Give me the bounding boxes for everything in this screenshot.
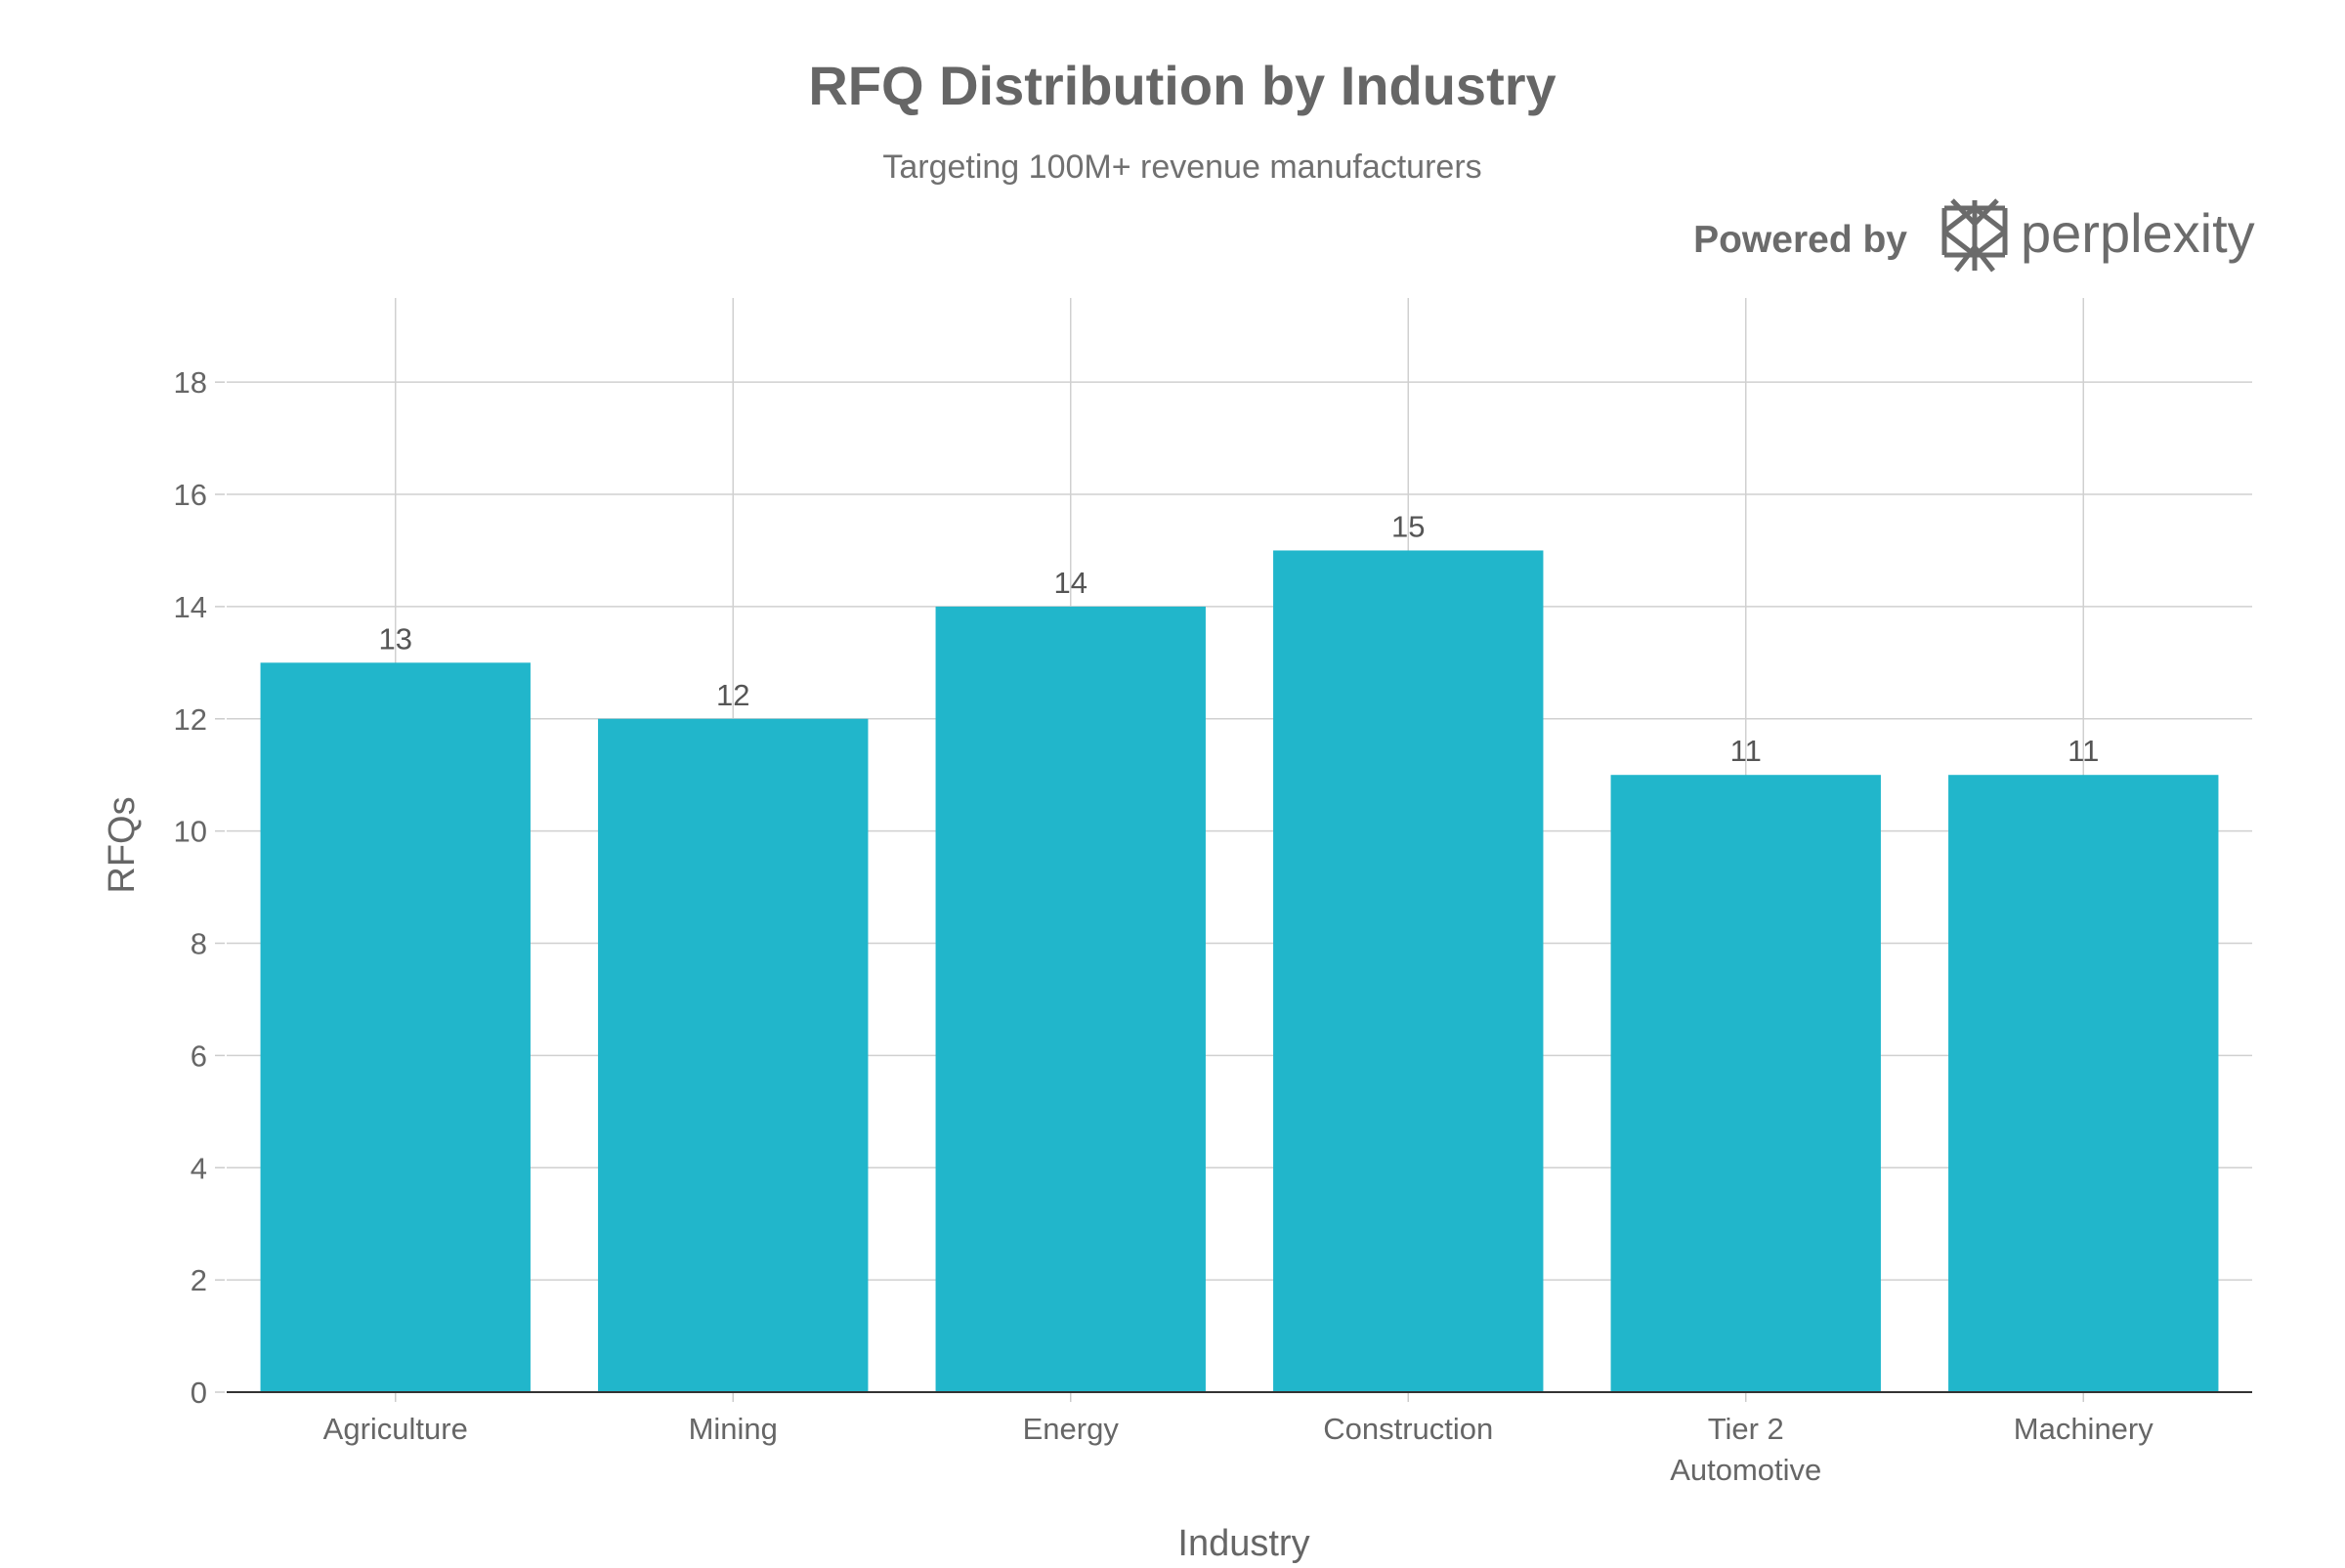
x-tick-label: Mining [689,1412,778,1446]
x-tick-label: Machinery [2014,1412,2153,1446]
perplexity-wordmark: perplexity [2021,202,2255,264]
bar [1948,775,2219,1392]
bar-value-label: 15 [1391,509,1425,543]
bar-value-label: 12 [716,678,749,712]
x-tick-label: Agriculture [323,1412,468,1446]
chart-subtitle: Targeting 100M+ revenue manufacturers [882,148,1481,186]
perplexity-logo-icon [1941,198,2008,273]
bar [1610,775,1881,1392]
x-tick-label: Tier 2 [1708,1412,1784,1446]
x-tick-label: Energy [1023,1412,1120,1446]
y-tick-label: 0 [191,1376,207,1410]
data-labels: 13 12 14 15 11 11 [379,509,2100,768]
bar [1273,550,1544,1392]
y-axis: 0 2 4 6 8 10 12 14 16 18 [174,365,225,1410]
bar-value-label: 13 [379,621,412,656]
x-axis-title: Industry [1177,1523,1309,1563]
y-tick-label: 12 [174,702,207,737]
bar-value-label: 11 [1730,734,1762,768]
bar [598,718,869,1392]
y-tick-label: 16 [174,478,207,512]
y-tick-label: 10 [174,815,207,849]
bar-value-label: 14 [1054,566,1087,600]
y-tick-label: 14 [174,590,207,624]
bar-value-label: 11 [2068,734,2099,768]
y-axis-title: RFQs [102,796,143,893]
y-tick-label: 2 [191,1263,207,1297]
bars [260,550,2219,1392]
y-tick-label: 6 [191,1038,207,1073]
chart-title: RFQ Distribution by Industry [808,55,1556,116]
x-tick-label: Construction [1323,1412,1493,1446]
y-tick-label: 8 [191,927,207,961]
y-tick-label: 4 [191,1151,207,1185]
x-tick-label: Automotive [1670,1453,1821,1487]
powered-by-text: Powered by [1693,219,1907,261]
y-tick-label: 18 [174,365,207,400]
bar [935,606,1206,1392]
x-axis: Agriculture Mining Energy Construction Tier … [227,1391,2252,1487]
powered-by-badge: Powered by perplexity [1693,198,2255,273]
bar [260,662,531,1392]
